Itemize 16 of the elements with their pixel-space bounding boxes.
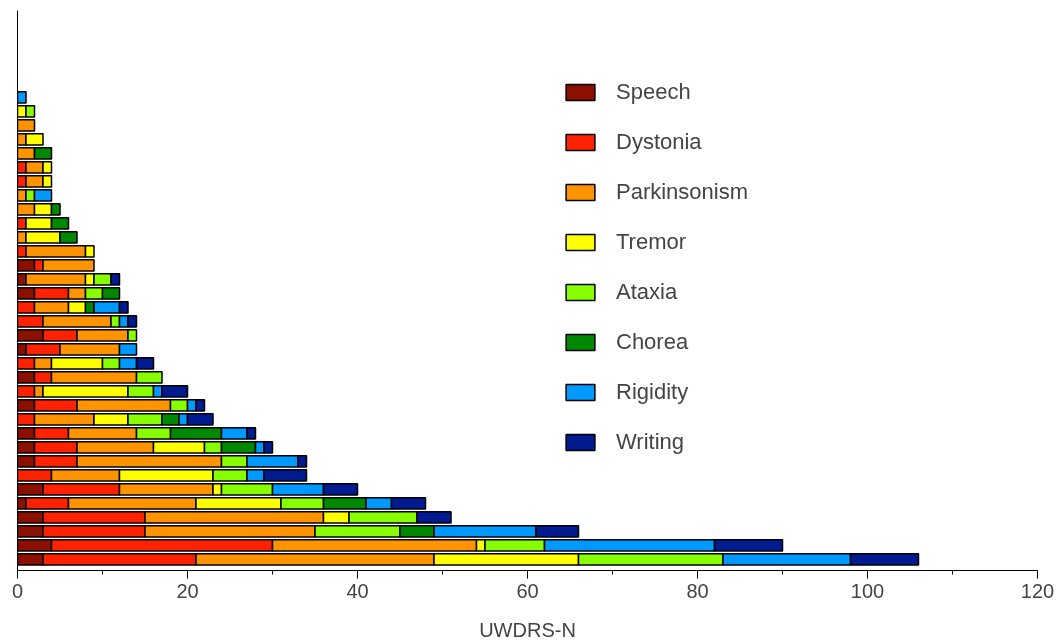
x-axis-title: UWDRS-N [479,618,576,641]
legend-label: Dystonia [616,129,702,155]
x-tick-label: 60 [516,579,539,602]
legend-label: Chorea [616,329,689,355]
x-tick-label: 120 [1020,579,1055,602]
legend-label: Writing [616,429,685,455]
x-tick-label: 40 [346,579,369,602]
legend-label: Speech [616,79,691,105]
legend-label: Rigidity [616,379,689,405]
x-tick-label: 100 [850,579,885,602]
x-tick-label: 20 [176,579,199,602]
legend-label: Tremor [616,229,687,255]
x-tick-label: 0 [11,579,24,602]
x-tick-label: 80 [686,579,709,602]
legend-label: Parkinsonism [616,179,749,205]
legend-label: Ataxia [616,279,678,305]
